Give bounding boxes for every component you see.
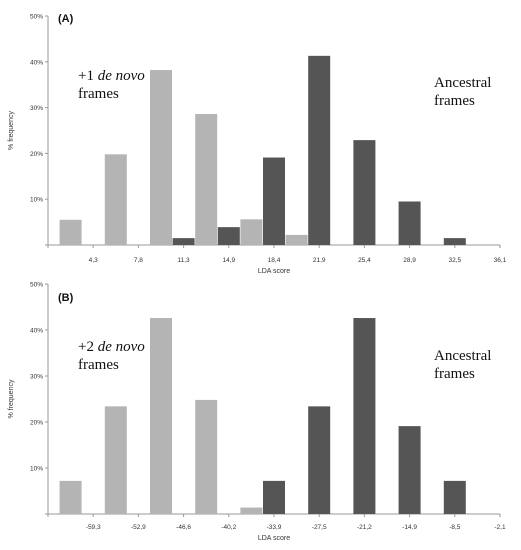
de-novo-annotation: +1 de novo xyxy=(78,68,145,84)
ancestral-bar xyxy=(308,55,331,245)
x-tick-label: 11,3 xyxy=(178,257,191,264)
x-tick-label: 7,8 xyxy=(134,257,143,264)
ancestral-annotation-line2: frames xyxy=(434,93,475,109)
x-tick-label: -59,3 xyxy=(86,524,101,531)
de-novo-bar xyxy=(150,70,172,245)
ancestral-bar xyxy=(353,140,376,245)
ancestral-annotation-line2: frames xyxy=(434,366,475,382)
y-tick-label: 20% xyxy=(30,420,43,427)
de-novo-annotation: +2 de novo xyxy=(78,339,145,355)
de-novo-bar xyxy=(104,154,127,245)
ancestral-bar xyxy=(443,238,466,245)
de-novo-bar xyxy=(195,114,218,246)
de-novo-bar xyxy=(240,219,263,245)
ancestral-bar xyxy=(398,201,421,245)
x-tick-label: 32,5 xyxy=(448,257,461,264)
de-novo-bar xyxy=(59,219,82,245)
ancestral-bar xyxy=(263,480,285,514)
ancestral-bar xyxy=(443,480,466,514)
x-tick-label: 25,4 xyxy=(358,257,371,264)
panel-label: (A) xyxy=(58,13,74,25)
y-tick-label: 50% xyxy=(30,282,43,289)
panel-label: (B) xyxy=(58,292,74,304)
x-tick-label: -33,9 xyxy=(267,524,282,531)
ancestral-annotation: Ancestral xyxy=(434,348,491,364)
x-tick-label: -52,9 xyxy=(131,524,146,531)
x-tick-label: -2,1 xyxy=(494,524,506,531)
de-novo-annotation-line2: frames xyxy=(78,86,119,102)
y-axis-title: % frequency xyxy=(8,111,15,150)
y-tick-label: 40% xyxy=(30,328,43,335)
de-novo-bar xyxy=(195,399,218,514)
y-axis-title: % frequency xyxy=(8,379,15,418)
x-axis-title: LDA score xyxy=(258,535,290,542)
de-novo-bar xyxy=(104,406,127,514)
de-novo-bar xyxy=(59,480,82,514)
x-tick-label: 36,1 xyxy=(494,257,507,264)
y-tick-label: 10% xyxy=(30,466,43,473)
y-tick-label: 40% xyxy=(30,59,43,66)
x-tick-label: -21,2 xyxy=(357,524,372,531)
de-novo-bar xyxy=(285,234,308,245)
x-tick-label: 18,4 xyxy=(268,257,281,264)
ancestral-bar xyxy=(353,318,376,514)
ancestral-bar xyxy=(263,157,285,245)
y-tick-label: 20% xyxy=(30,151,43,158)
x-tick-label: 4,3 xyxy=(89,257,98,264)
x-tick-label: -40,2 xyxy=(221,524,236,531)
ancestral-bar xyxy=(217,227,240,245)
ancestral-bar xyxy=(398,426,421,514)
x-tick-label: -14,9 xyxy=(402,524,417,531)
y-tick-label: 50% xyxy=(30,14,43,21)
y-tick-label: 30% xyxy=(30,374,43,381)
de-novo-bar xyxy=(240,507,263,514)
x-tick-label: 14,9 xyxy=(222,257,235,264)
de-novo-bar xyxy=(150,318,172,514)
x-tick-label: 21,9 xyxy=(313,257,326,264)
de-novo-annotation-line2: frames xyxy=(78,357,119,373)
x-tick-label: -8,5 xyxy=(449,524,461,531)
x-tick-label: -27,5 xyxy=(312,524,327,531)
x-tick-label: -46,6 xyxy=(176,524,191,531)
y-tick-label: 10% xyxy=(30,197,43,204)
y-tick-label: 30% xyxy=(30,105,43,112)
x-axis-title: LDA score xyxy=(258,268,290,275)
x-tick-label: 28,9 xyxy=(403,257,416,264)
ancestral-annotation: Ancestral xyxy=(434,75,491,91)
ancestral-bar xyxy=(308,406,331,514)
ancestral-bar xyxy=(172,238,195,245)
